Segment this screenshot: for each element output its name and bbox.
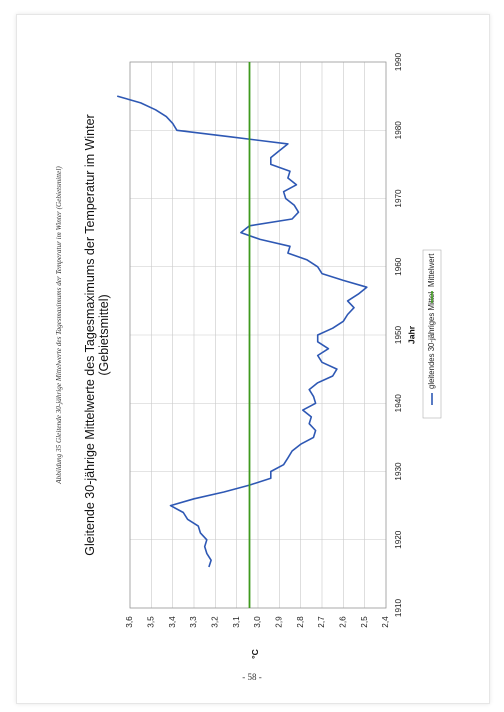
- value-tick-label: 2,9: [275, 616, 284, 628]
- legend-box: [422, 249, 442, 419]
- year-tick-label: 1940: [394, 394, 403, 413]
- value-tick-label: 3,1: [232, 616, 241, 628]
- legend-label-mean-value: Mittelwert: [427, 253, 436, 287]
- value-tick-label: 3,3: [189, 616, 198, 628]
- page-sheet: [16, 14, 490, 704]
- x-axis-label: Jahr: [406, 325, 416, 344]
- value-tick-label: 2,6: [339, 616, 348, 628]
- year-tick-label: 1910: [394, 598, 403, 617]
- value-tick-label: 2,8: [296, 616, 305, 628]
- value-tick-label: 3,0: [253, 616, 262, 628]
- chart-legend: gleitendes 30-jähriges Mittel Mittelwert: [422, 249, 442, 419]
- year-tick-label: 1980: [394, 121, 403, 140]
- year-tick-label: 1950: [394, 325, 403, 344]
- value-tick-label: 3,5: [147, 616, 156, 628]
- year-tick-label: 1990: [394, 52, 403, 71]
- value-tick-label: 3,2: [211, 616, 220, 628]
- chart-subtitle: (Gebietsmittel): [97, 294, 111, 375]
- y-axis-label: °C: [250, 649, 260, 659]
- year-tick-label: 1920: [394, 530, 403, 549]
- year-tick-label: 1960: [394, 257, 403, 276]
- value-tick-label: 3,4: [168, 616, 177, 628]
- chart-grid: [129, 61, 387, 609]
- series-line-moving-mean: [116, 95, 368, 568]
- year-tick-label: 1970: [394, 189, 403, 208]
- chart-series: [116, 62, 368, 608]
- value-tick-label: 3,6: [125, 616, 134, 628]
- chart-labels: 2,4 2,5 2,6 2,7 2,8 2,9 3,0 3,1 3,2 3,3 3,4 3,5 3,6 1…: [83, 52, 416, 658]
- chart-axes: [129, 61, 387, 609]
- value-tick-label: 2,7: [317, 616, 326, 628]
- page-number: - 58 -: [242, 672, 262, 682]
- value-tick-label: 2,4: [381, 616, 390, 628]
- chart-title: Gleitende 30-jährige Mittelwerte des Tag…: [83, 114, 97, 555]
- value-tick-label: 2,5: [360, 616, 369, 628]
- legend-label-moving-mean: gleitendes 30-jähriges Mittel: [427, 292, 436, 389]
- year-tick-label: 1930: [394, 462, 403, 481]
- plot-border: [129, 61, 387, 609]
